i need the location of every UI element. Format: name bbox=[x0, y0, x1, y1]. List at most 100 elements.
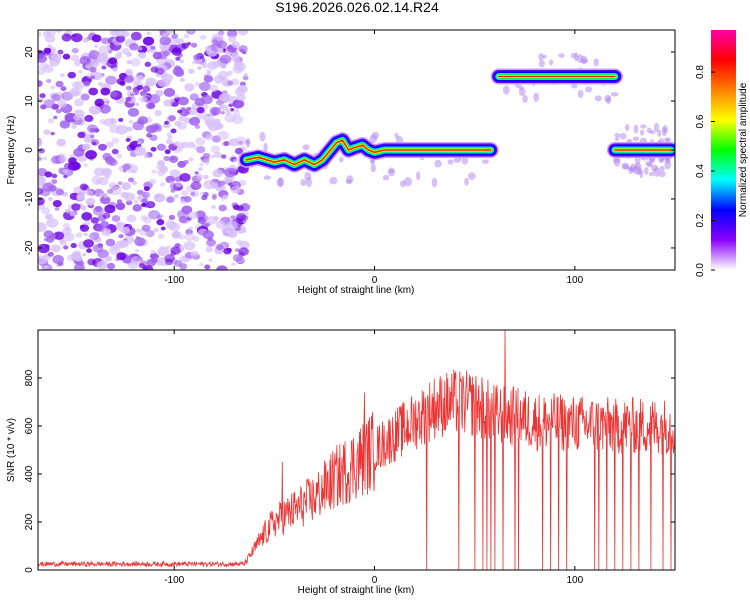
y-tick-label: 20 bbox=[24, 46, 35, 58]
y-tick-label: 200 bbox=[24, 513, 35, 530]
noise-blob bbox=[624, 123, 630, 131]
noise-blob bbox=[162, 32, 168, 37]
noise-blob bbox=[645, 160, 653, 166]
noise-blob bbox=[99, 195, 111, 205]
noise-blob bbox=[51, 93, 61, 102]
noise-blob bbox=[434, 159, 442, 168]
noise-blob bbox=[116, 153, 122, 159]
noise-blob bbox=[145, 101, 155, 110]
noise-blob bbox=[225, 220, 238, 231]
noise-blob bbox=[216, 123, 223, 129]
noise-blob bbox=[79, 56, 91, 65]
noise-blob bbox=[482, 159, 490, 164]
y-tick-label: 0 bbox=[24, 147, 35, 153]
noise-blob bbox=[652, 167, 661, 177]
noise-blob bbox=[142, 85, 151, 92]
x-tick-label: 100 bbox=[566, 575, 583, 586]
noise-blob bbox=[168, 180, 174, 185]
noise-blob bbox=[164, 120, 170, 125]
noise-blob bbox=[108, 57, 118, 65]
noise-blob bbox=[163, 155, 170, 162]
noise-blob bbox=[41, 207, 51, 215]
snr-frame bbox=[37, 329, 676, 571]
noise-blob bbox=[209, 106, 221, 116]
colorbar-tick-label: 0.4 bbox=[695, 164, 706, 178]
noise-blob bbox=[622, 164, 630, 170]
noise-blob bbox=[431, 177, 438, 188]
noise-blob bbox=[212, 169, 223, 178]
noise-blob bbox=[187, 30, 194, 33]
noise-blob bbox=[71, 203, 81, 211]
noise-blob bbox=[67, 71, 76, 79]
noise-blob bbox=[86, 248, 92, 253]
noise-blob bbox=[94, 44, 99, 48]
noise-blob bbox=[77, 131, 86, 139]
noise-blob bbox=[129, 43, 139, 51]
noise-blob bbox=[148, 153, 153, 158]
x-tick-label: 0 bbox=[372, 275, 378, 286]
noise-blob bbox=[47, 43, 53, 48]
noise-blob bbox=[38, 69, 45, 76]
noise-blob bbox=[117, 51, 123, 56]
noise-blob bbox=[175, 181, 183, 188]
noise-blob bbox=[144, 61, 152, 67]
noise-blob bbox=[44, 171, 53, 178]
noise-blob bbox=[577, 89, 584, 98]
noise-blob bbox=[98, 45, 110, 54]
noise-blob bbox=[97, 81, 104, 87]
noise-blob bbox=[92, 72, 103, 81]
y-tick-label: -20 bbox=[24, 240, 35, 255]
noise-blob bbox=[216, 244, 224, 251]
noise-blob bbox=[118, 117, 124, 123]
noise-blob bbox=[39, 93, 46, 99]
snr-x-axis-label: Height of straight line (km) bbox=[298, 585, 415, 596]
noise-blob bbox=[194, 124, 201, 129]
noise-blob bbox=[173, 259, 183, 267]
noise-blob bbox=[174, 65, 182, 71]
noise-blob bbox=[118, 234, 124, 239]
noise-blob bbox=[55, 80, 64, 88]
noise-blob bbox=[221, 197, 226, 201]
noise-blob bbox=[148, 94, 161, 104]
noise-blob bbox=[111, 148, 119, 155]
noise-blob bbox=[199, 191, 205, 196]
noise-blob bbox=[122, 163, 131, 171]
noise-blob bbox=[184, 83, 195, 92]
noise-blob bbox=[141, 224, 151, 232]
noise-blob bbox=[205, 161, 210, 165]
noise-blob bbox=[558, 53, 565, 58]
noise-blob bbox=[109, 185, 122, 196]
noise-blob bbox=[105, 156, 116, 166]
noise-blob bbox=[43, 99, 56, 109]
noise-blob bbox=[50, 244, 61, 253]
snr-series-line bbox=[38, 330, 675, 570]
noise-blob bbox=[155, 73, 161, 77]
noise-blob bbox=[141, 202, 147, 208]
noise-blob bbox=[201, 63, 208, 69]
noise-blob bbox=[234, 108, 239, 112]
noise-blob bbox=[302, 144, 310, 151]
noise-blob bbox=[60, 86, 67, 92]
noise-blob bbox=[219, 54, 232, 64]
noise-blob bbox=[238, 247, 249, 256]
noise-blob bbox=[196, 146, 206, 154]
noise-blob bbox=[150, 122, 162, 133]
noise-blob bbox=[80, 93, 90, 101]
noise-blob bbox=[542, 54, 547, 59]
noise-blob bbox=[226, 30, 238, 38]
noise-blob bbox=[123, 192, 136, 202]
noise-blob bbox=[38, 54, 47, 64]
noise-blob bbox=[177, 109, 182, 114]
noise-blob bbox=[133, 199, 139, 204]
noise-blob bbox=[174, 69, 185, 78]
noise-blob bbox=[177, 96, 189, 106]
noise-blob bbox=[63, 175, 68, 179]
noise-blob bbox=[127, 107, 140, 117]
noise-blob bbox=[202, 152, 211, 159]
noise-blob bbox=[105, 230, 111, 235]
noise-blob bbox=[594, 95, 602, 102]
noise-blob bbox=[42, 156, 48, 161]
noise-blob bbox=[115, 35, 126, 43]
noise-blob bbox=[157, 247, 170, 257]
x-tick-label: -100 bbox=[164, 275, 184, 286]
